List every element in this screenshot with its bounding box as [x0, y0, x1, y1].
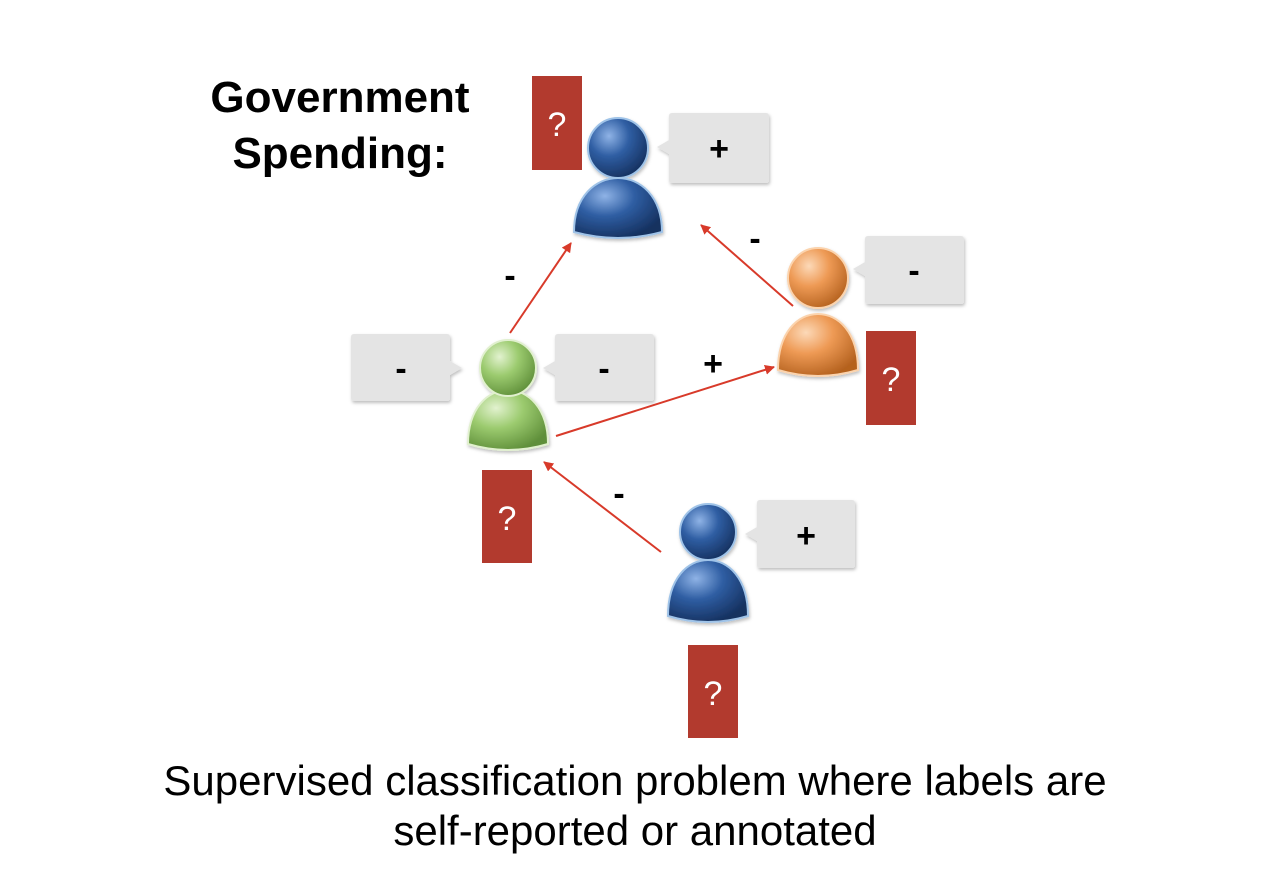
edge-sign-label: -: [749, 220, 760, 258]
label-box: ?: [866, 331, 916, 425]
opinion-bubble: +: [657, 113, 769, 183]
opinion-bubble: +: [745, 500, 855, 568]
edge-right-to-top: -: [700, 220, 794, 307]
opinion-bubble-left: -: [351, 334, 462, 401]
label-box: ?: [532, 76, 582, 170]
edge-middle-to-right: +: [555, 345, 775, 437]
opinion-bubble: -: [853, 236, 964, 304]
person-icon: [666, 503, 750, 623]
edge-sign-label: +: [703, 345, 723, 383]
edge-sign-label: -: [613, 475, 624, 513]
bubble-label: -: [395, 350, 406, 388]
person-right: - ?: [776, 236, 964, 425]
edge-middle-to-top: -: [504, 242, 572, 334]
label-box: ?: [482, 470, 532, 563]
label-value: ?: [498, 500, 517, 538]
bubble-label: +: [796, 517, 816, 555]
bubble-label: -: [908, 252, 919, 290]
opinion-bubble-right: -: [543, 334, 654, 401]
caption-line-1: Supervised classification problem where …: [163, 757, 1107, 804]
person-top: + ?: [532, 76, 769, 239]
label-box: ?: [688, 645, 738, 738]
edge-sign-label: -: [504, 257, 515, 295]
label-value: ?: [704, 675, 723, 713]
person-middle: - - ?: [351, 334, 654, 563]
label-value: ?: [548, 106, 567, 144]
bubble-label: -: [598, 350, 609, 388]
edge-bottom-to-middle: -: [543, 461, 662, 553]
person-icon: [466, 339, 550, 451]
diagram-title: Government Spending:: [210, 73, 470, 178]
caption: Supervised classification problem where …: [0, 756, 1270, 856]
person-bottom: + ?: [666, 500, 855, 738]
bubble-label: +: [709, 130, 729, 168]
person-icon: [776, 247, 860, 377]
caption-line-2: self-reported or annotated: [393, 807, 877, 854]
person-icon: [572, 117, 664, 239]
label-value: ?: [882, 361, 901, 399]
